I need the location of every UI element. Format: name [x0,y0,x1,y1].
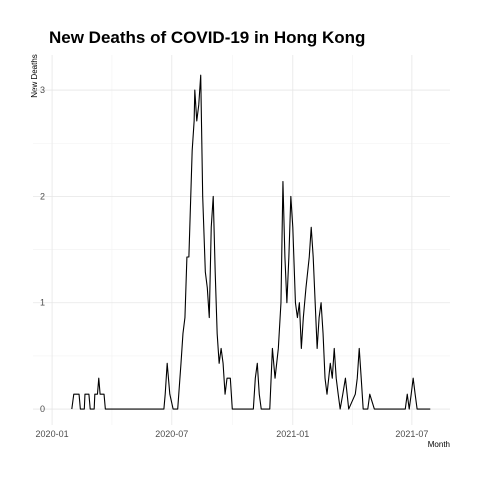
x-axis-label: Month [428,440,450,449]
y-tick-label: 1 [40,298,45,308]
y-axis-label: New Deaths [30,54,39,98]
x-tick-label: 2020-01 [36,429,69,439]
x-tick-label: 2021-07 [395,429,428,439]
y-tick-label: 3 [40,85,45,95]
x-tick-label: 2020-07 [155,429,188,439]
chart-title: New Deaths of COVID-19 in Hong Kong [49,28,365,47]
data-line [71,74,431,410]
x-tick-label: 2021-01 [276,429,309,439]
y-tick-label: 0 [40,404,45,414]
y-tick-label: 2 [40,191,45,201]
